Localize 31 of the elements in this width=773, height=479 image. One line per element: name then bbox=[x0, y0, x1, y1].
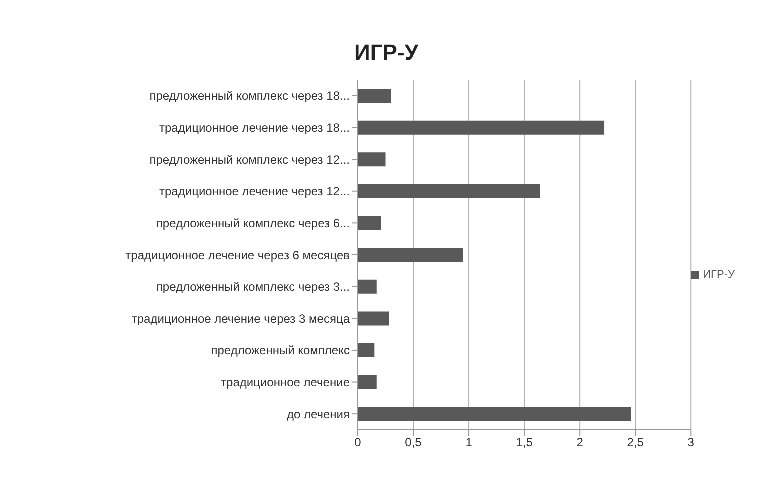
y-tick-label: традиционное лечение через 12... bbox=[160, 184, 350, 199]
x-tick-label: 1 bbox=[466, 436, 473, 450]
x-tick-label: 0,5 bbox=[405, 436, 422, 450]
y-tick-label: предложенный комплекс через 12... bbox=[150, 152, 350, 167]
x-tick-label: 3 bbox=[688, 436, 695, 450]
y-tick-label: традиционное лечение через 3 месяца bbox=[132, 312, 350, 326]
bar bbox=[358, 152, 386, 167]
legend-label: ИГР-У bbox=[703, 269, 735, 281]
y-tick-label: до лечения bbox=[286, 407, 350, 422]
bar bbox=[358, 89, 392, 103]
bar bbox=[358, 120, 605, 135]
bar bbox=[358, 216, 382, 230]
bar bbox=[358, 312, 390, 326]
x-tick-label: 2 bbox=[576, 436, 584, 450]
y-tick-label: предложенный комплекс через 3... bbox=[156, 280, 350, 294]
y-tick-label: предложенный комплекс через 6... bbox=[156, 216, 350, 230]
y-tick-label: предложенный комплекс через 18... bbox=[150, 89, 350, 104]
y-tick-label: традиционное лечение через 6 месяцев bbox=[126, 248, 350, 262]
y-tick-label: предложенный комплекс bbox=[211, 344, 350, 358]
bar bbox=[358, 184, 540, 198]
y-tick-label: традиционное лечение через 18... bbox=[160, 120, 350, 135]
bar bbox=[358, 344, 375, 358]
chart-title: ИГР-У bbox=[354, 39, 420, 67]
x-tick-label: 1,5 bbox=[516, 436, 534, 450]
bar bbox=[358, 375, 377, 390]
bar bbox=[358, 248, 464, 262]
bar bbox=[358, 407, 632, 422]
y-tick-label: традиционное лечение bbox=[221, 376, 350, 390]
x-tick-label: 2,5 bbox=[627, 436, 644, 450]
x-tick-label: 0 bbox=[354, 436, 362, 450]
bar bbox=[358, 280, 377, 294]
